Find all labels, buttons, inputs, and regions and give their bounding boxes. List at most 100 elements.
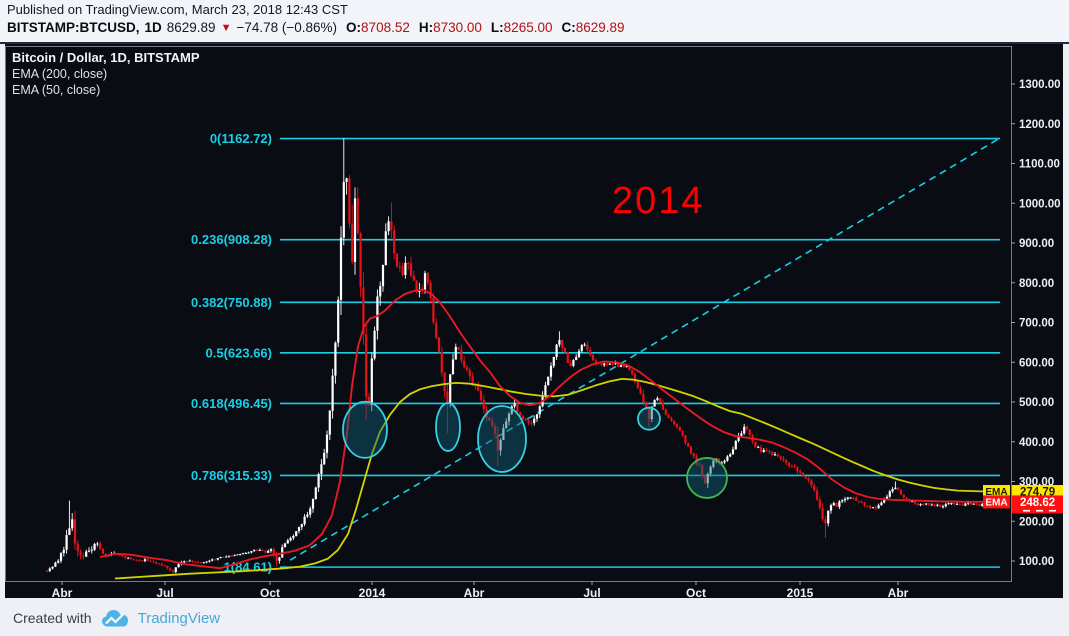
candle-body (622, 365, 625, 368)
high-label: H: (418, 20, 434, 35)
time-tick-label: Oct (686, 586, 706, 598)
candle-body (681, 430, 684, 436)
candle-body (544, 385, 547, 396)
time-axis[interactable]: Abr Jul Oct 2014 Abr Jul Oct 2015 Abr (52, 581, 909, 598)
candle-body (57, 560, 60, 563)
candle-body (359, 233, 362, 288)
candle-body (342, 181, 345, 238)
candle-body (314, 487, 317, 500)
candle-body (79, 551, 82, 556)
candle-body (849, 497, 852, 499)
candle-body (426, 273, 429, 283)
candle-body (787, 462, 791, 466)
footer: Created with TradingView (0, 600, 1069, 636)
candle-body (295, 531, 298, 536)
candle-body (306, 514, 309, 517)
candle-body (379, 286, 382, 297)
candle-body (947, 503, 950, 505)
price-change: −74.78 (−0.86%) (236, 20, 338, 35)
candle-body (841, 500, 844, 502)
ema-flag-label: EMA (985, 487, 1007, 498)
plot-frame (5, 46, 1012, 582)
candle-body (661, 402, 665, 410)
candle-body (269, 549, 273, 551)
candle-body (888, 491, 891, 497)
candle-body (353, 198, 357, 262)
open-label: O: (346, 20, 362, 35)
candle-body (941, 506, 945, 508)
candle-body (471, 376, 474, 385)
candle-body (902, 494, 905, 498)
candle-body (211, 559, 214, 561)
candle-body (687, 443, 690, 447)
time-tick-label: Abr (888, 586, 909, 598)
symbol-info-bar: BITSTAMP:BTCUSD, 1D 8629.89 ▼ −74.78 (−0… (7, 20, 625, 35)
candle-body (513, 403, 516, 407)
candle-body (331, 375, 334, 411)
candle-body (955, 503, 959, 505)
candle-body (381, 265, 385, 287)
candle-body (782, 458, 785, 461)
candle-body (981, 503, 984, 506)
candle-body (857, 500, 861, 502)
candle-body (446, 391, 449, 403)
candle-body (939, 504, 942, 507)
last-price: 8629.89 (166, 20, 216, 35)
candle-body (569, 362, 572, 366)
candle-body (435, 322, 438, 338)
candle-body (267, 550, 270, 553)
candle-body (591, 355, 595, 361)
candle-body (936, 504, 939, 506)
candle-body (773, 454, 777, 456)
candle-body (82, 555, 85, 557)
candle-body (580, 345, 583, 352)
candle-body (129, 557, 133, 560)
candle-body (85, 551, 88, 557)
chart-area[interactable]: Bitcoin / Dollar, 1D, BITSTAMP EMA (200,… (5, 44, 1063, 598)
candle-body (398, 266, 401, 268)
candle-body (617, 363, 620, 367)
candle-body (790, 465, 793, 467)
candle-body (703, 475, 707, 484)
candle-body (838, 501, 841, 507)
candle-body (401, 266, 404, 275)
candle-body (855, 497, 858, 501)
candle-body (451, 359, 455, 375)
candle-body (157, 563, 161, 565)
candle-body (779, 456, 782, 459)
candle-body (365, 333, 368, 397)
tradingview-brand-link[interactable]: TradingView (137, 609, 221, 627)
fib-level-label: 0.618(496.45) (191, 396, 272, 411)
candle-body (409, 263, 413, 276)
candle-body (524, 419, 527, 421)
candle-body (393, 230, 396, 254)
candle-body (631, 370, 634, 374)
price-tick-label: 600.00 (1019, 357, 1054, 369)
price-chart-canvas[interactable]: 0(1162.72) 0.236(908.28) 0.382(750.88) 0.5(… (5, 44, 1063, 598)
time-tick-label: Jul (156, 586, 173, 598)
candle-body (603, 363, 606, 366)
candle-body (759, 447, 763, 453)
fib-level-label: 0.786(315.33) (191, 468, 272, 483)
candle-body (250, 551, 253, 553)
low-label: L: (490, 20, 504, 35)
price-tick-label: 1200.00 (1019, 119, 1061, 131)
candle-body (566, 352, 569, 363)
candle-body (950, 503, 953, 505)
candle-body (255, 549, 259, 551)
candle-body (653, 399, 656, 407)
candle-body (953, 503, 956, 505)
time-tick-label: 2015 (787, 586, 814, 598)
highlight-ellipse-cyan (637, 406, 661, 431)
candle-body (771, 451, 774, 456)
price-axis[interactable]: 1300.00 1200.00 1100.00 1000.00 900.00 800.00… (1011, 79, 1061, 568)
close-label: C: (561, 20, 576, 35)
candle-body (208, 560, 211, 562)
candle-body (236, 554, 239, 556)
candle-body (230, 555, 233, 557)
candle-body (799, 471, 802, 473)
candle-body (169, 568, 172, 571)
candle-body (96, 543, 99, 545)
ema-200-line (114, 378, 1003, 580)
candle-body (815, 490, 819, 500)
